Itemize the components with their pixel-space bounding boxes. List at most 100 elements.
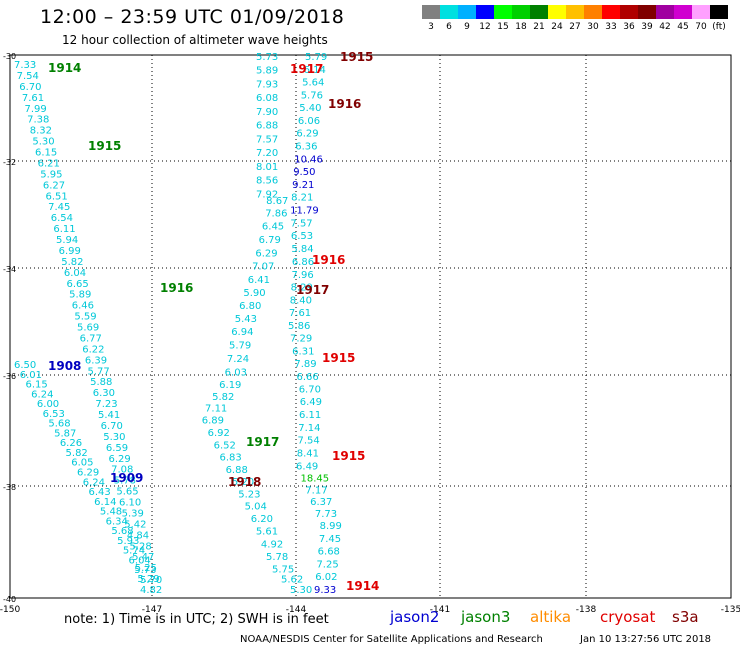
wave-height-value: 4.92	[261, 539, 283, 550]
lat-tick-label: -40	[3, 595, 16, 604]
color-scale-swatch	[512, 5, 530, 19]
wave-height-value: 5.84	[291, 244, 313, 255]
color-scale-swatch	[548, 5, 566, 19]
pass-number-label: 1918	[228, 475, 261, 489]
wave-height-value: 7.45	[48, 202, 70, 213]
wave-height-value: 7.96	[291, 270, 313, 281]
wave-height-value: 6.15	[35, 148, 57, 159]
wave-height-value: 18.45	[301, 473, 330, 484]
wave-height-value: 8.67	[266, 196, 288, 207]
color-scale-label: 42	[659, 22, 671, 32]
wave-height-value: 5.89	[256, 66, 278, 77]
wave-height-value: 6.92	[208, 428, 230, 439]
wave-height-value: 5.40	[299, 103, 321, 114]
color-scale-swatch	[476, 5, 494, 19]
color-scale-label: (ft)	[712, 22, 726, 32]
wave-height-value: 6.14	[304, 65, 326, 76]
wave-height-value: 5.95	[40, 169, 62, 180]
wave-height-value: 5.69	[77, 323, 99, 334]
wave-height-value: 6.52	[214, 440, 236, 451]
wave-height-value: 7.29	[290, 334, 312, 345]
wave-height-value: 6.88	[226, 465, 248, 476]
pass-number-label: 1917	[290, 62, 323, 76]
wave-height-value: 7.25	[316, 559, 338, 570]
wave-height-value: 6.83	[220, 453, 242, 464]
wave-height-value: 6.29	[296, 129, 318, 140]
wave-height-value: 7.89	[294, 359, 316, 370]
wave-height-value: 5.23	[238, 489, 260, 500]
satellite-legend-cryosat: cryosat	[600, 608, 656, 626]
wave-height-value: 7.61	[289, 308, 311, 319]
wave-height-value: 7.99	[25, 104, 47, 115]
wave-height-value: 6.51	[46, 191, 68, 202]
color-scale-swatch	[692, 5, 710, 19]
wave-height-value: 5.90	[243, 288, 265, 299]
lat-tick-label: -38	[3, 483, 16, 492]
footer-note: note: 1) Time is in UTC; 2) SWH is in fe…	[64, 612, 329, 627]
color-scale-swatch	[638, 5, 656, 19]
wave-height-value: 6.22	[82, 344, 104, 355]
wave-height-value: 5.41	[98, 410, 120, 421]
color-scale-label: 15	[497, 22, 509, 32]
map-subtitle: 12 hour collection of altimeter wave hei…	[62, 33, 328, 47]
wave-height-value: 5.73	[134, 565, 156, 576]
color-scale-swatch	[494, 5, 512, 19]
wave-height-value: 5.87	[54, 428, 76, 439]
color-scale-label: 70	[695, 22, 707, 32]
wave-height-value: 5.82	[212, 392, 234, 403]
lon-tick-label: -150	[0, 605, 20, 615]
wave-height-value: 7.08	[111, 465, 133, 476]
lon-tick-label: -144	[286, 605, 307, 615]
wave-height-value: 8.01	[256, 162, 278, 173]
wave-height-value: 5.75	[272, 564, 294, 575]
wave-height-value: 6.03	[225, 368, 247, 379]
color-scale-swatch	[566, 5, 584, 19]
wave-height-value: 5.04	[245, 502, 267, 513]
color-scale-label: 18	[515, 22, 527, 32]
wave-height-value: 7.90	[256, 107, 278, 118]
satellite-legend-jason2: jason2	[390, 608, 440, 626]
wave-height-value: 5.43	[235, 314, 257, 325]
wave-height-value: 6.19	[219, 380, 241, 391]
wave-height-value: 6.70	[19, 82, 41, 93]
wave-height-value: 6.24	[31, 389, 53, 400]
color-scale-swatch	[422, 5, 440, 19]
wave-height-value: 8.29	[291, 283, 313, 294]
wave-height-value: 6.39	[85, 355, 107, 366]
wave-height-value: 8.32	[30, 126, 52, 137]
wave-height-value: 6.30	[93, 388, 115, 399]
wave-height-value: 8.40	[290, 295, 312, 306]
pass-number-label: 1917	[296, 283, 329, 297]
timestamp-text: Jan 10 13:27:56 UTC 2018	[580, 634, 712, 645]
wave-height-value: 5.89	[69, 290, 91, 301]
wave-height-value: 5.78	[266, 552, 288, 563]
wave-height-value: 8.99	[320, 521, 342, 532]
lon-tick-label: -138	[576, 605, 597, 615]
wave-height-value: 5.78	[114, 476, 136, 487]
wave-height-value: 5.86	[288, 321, 310, 332]
wave-height-value: 5.39	[122, 508, 144, 519]
wave-height-value: 6.53	[43, 409, 65, 420]
wave-height-value: 8.21	[291, 193, 313, 204]
wave-height-value: 6.45	[262, 222, 284, 233]
map-frame	[9, 54, 732, 599]
wave-height-value: 4.82	[140, 585, 162, 596]
pass-number-label: 1916	[160, 281, 193, 295]
wave-height-value: 6.49	[296, 461, 318, 472]
wave-height-value: 11.79	[290, 206, 319, 217]
pass-number-label: 1914	[48, 61, 81, 75]
map-title: 12:00 – 23:59 UTC 01/09/2018	[40, 6, 345, 28]
wave-height-value: 5.79	[305, 52, 327, 63]
wave-height-value: 6.54	[51, 213, 73, 224]
wave-height-value: 7.57	[290, 218, 312, 229]
wave-height-value: 6.36	[295, 141, 317, 152]
color-scale-swatch	[584, 5, 602, 19]
wave-height-value: 6.10	[119, 498, 141, 509]
wave-height-value: 5.74	[123, 546, 145, 557]
wave-height-value: 5.77	[88, 366, 110, 377]
wave-height-value: 7.92	[256, 189, 278, 200]
color-scale-swatch	[602, 5, 620, 19]
pass-number-label: 1916	[328, 97, 361, 111]
lat-tick-label: -30	[3, 52, 16, 61]
